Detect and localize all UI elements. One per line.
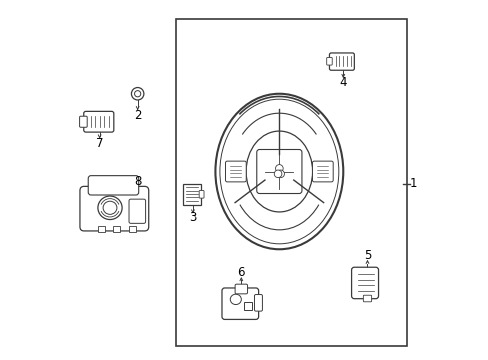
Ellipse shape [275, 165, 283, 172]
FancyBboxPatch shape [254, 294, 262, 311]
Ellipse shape [134, 91, 141, 97]
FancyBboxPatch shape [129, 199, 145, 223]
FancyBboxPatch shape [256, 149, 301, 194]
Ellipse shape [220, 99, 338, 244]
FancyBboxPatch shape [363, 295, 371, 302]
Bar [129, 226, 136, 232]
FancyBboxPatch shape [329, 53, 354, 70]
Text: 4: 4 [339, 76, 346, 89]
Ellipse shape [274, 170, 281, 177]
Ellipse shape [245, 131, 312, 212]
FancyBboxPatch shape [225, 161, 246, 182]
FancyBboxPatch shape [88, 176, 139, 195]
Ellipse shape [98, 196, 122, 220]
FancyBboxPatch shape [312, 161, 332, 182]
Ellipse shape [103, 201, 117, 214]
Text: 5: 5 [363, 249, 370, 262]
Bar [113, 226, 120, 232]
FancyBboxPatch shape [351, 267, 378, 299]
Ellipse shape [215, 94, 343, 249]
FancyBboxPatch shape [80, 116, 87, 127]
Ellipse shape [230, 294, 241, 305]
Bar [175, 19, 407, 346]
FancyBboxPatch shape [235, 284, 247, 294]
Text: 2: 2 [134, 109, 141, 122]
Text: 7: 7 [96, 137, 103, 150]
FancyBboxPatch shape [80, 186, 148, 231]
Text: 3: 3 [189, 211, 196, 224]
Text: 6: 6 [237, 266, 244, 279]
FancyBboxPatch shape [326, 58, 331, 65]
FancyBboxPatch shape [199, 190, 203, 198]
Ellipse shape [131, 87, 143, 100]
Ellipse shape [276, 170, 284, 177]
FancyBboxPatch shape [83, 111, 114, 132]
Text: 8: 8 [134, 175, 141, 188]
Text: 1: 1 [409, 177, 416, 190]
FancyBboxPatch shape [244, 302, 251, 310]
Bar [98, 226, 104, 232]
FancyBboxPatch shape [222, 288, 258, 319]
FancyBboxPatch shape [182, 184, 200, 205]
